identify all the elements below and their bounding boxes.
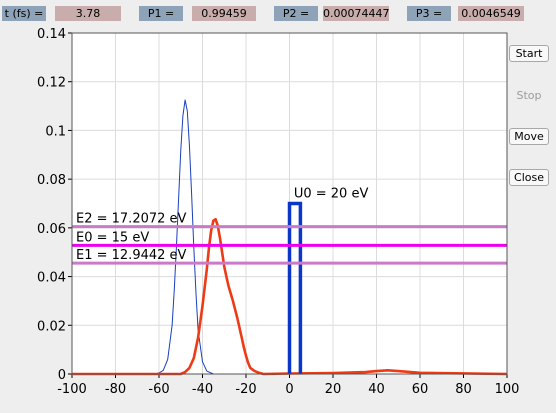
start-button[interactable]: Start [509, 45, 549, 62]
x-tick-label: -20 [235, 382, 256, 397]
move-button[interactable]: Move [509, 128, 549, 145]
x-tick-label: 60 [412, 382, 429, 397]
stop-button[interactable]: Stop [509, 87, 549, 104]
y-tick-label: 0 [58, 368, 66, 383]
y-tick-label: 0.04 [37, 271, 66, 286]
y-tick-label: 0.06 [37, 222, 66, 237]
energy-label: E1 = 12.9442 eV [76, 248, 187, 263]
stat-value-p3: 0.0046549 [458, 6, 524, 21]
x-tick-label: -60 [148, 382, 169, 397]
stat-label-p2: P2 = [274, 6, 318, 21]
y-tick-label: 0.02 [37, 319, 66, 334]
x-tick-label: 100 [495, 382, 520, 397]
curve-thin-blue [72, 99, 507, 375]
x-tick-label: -40 [192, 382, 213, 397]
y-tick-label: 0.14 [37, 27, 66, 42]
stat-label-p3: P3 = [407, 6, 451, 21]
energy-label: E2 = 17.2072 eV [76, 212, 187, 227]
curve-thick-red [72, 218, 508, 376]
x-tick-label: -100 [57, 382, 87, 397]
y-tick-label: 0.1 [45, 124, 66, 139]
y-tick-label: 0.08 [37, 173, 66, 188]
x-tick-label: 0 [285, 382, 293, 397]
potential-barrier [287, 201, 303, 374]
stat-label-time: t (fs) = [2, 6, 46, 21]
stat-value-p1: 0.99459 [192, 6, 256, 21]
close-button[interactable]: Close [509, 169, 549, 186]
stat-value-p2: 0.00074447 [323, 6, 390, 21]
energy-label: E0 = 15 eV [76, 230, 149, 245]
x-tick-label: 80 [455, 382, 472, 397]
barrier-label: U0 = 20 eV [294, 186, 369, 201]
stat-label-p1: P1 = [139, 6, 183, 21]
x-tick-label: 20 [325, 382, 342, 397]
plot-frame [71, 32, 508, 375]
y-tick-label: 0.12 [37, 76, 66, 91]
x-tick-label: -80 [105, 382, 126, 397]
stat-value-time: 3.78 [55, 6, 121, 21]
x-tick-label: 40 [368, 382, 385, 397]
